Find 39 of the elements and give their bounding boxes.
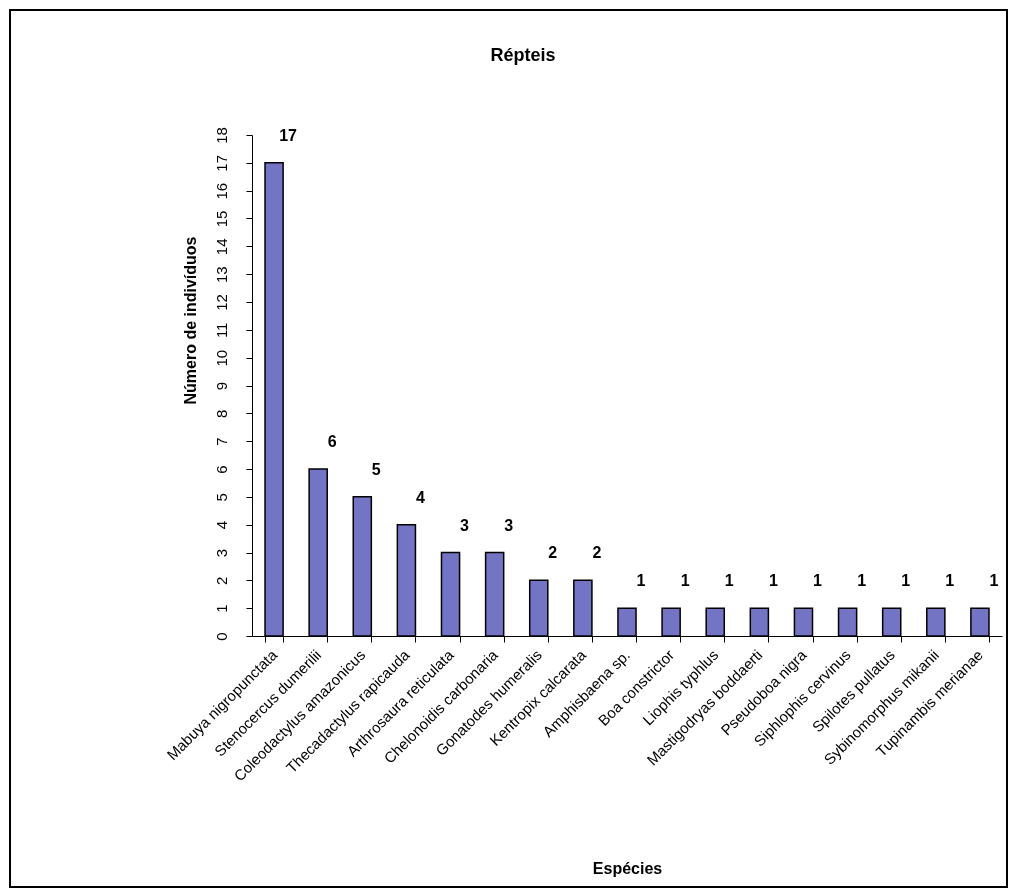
y-tick-label: 0 [212,632,230,641]
data-label: 1 [636,572,646,590]
y-tick-label: 8 [212,409,230,419]
y-tick-label: 2 [212,576,230,586]
data-label: 1 [813,572,823,590]
y-tick-label: 5 [212,493,230,502]
y-tick-label: 10 [212,349,230,367]
y-tick-label: 6 [212,465,230,474]
y-tick-label: 16 [212,182,230,200]
data-label: 4 [415,488,425,506]
y-tick-label: 17 [212,154,230,172]
y-tick-label: 11 [212,322,230,339]
data-label: 2 [548,544,558,562]
data-label: 1 [768,572,778,590]
data-label: 1 [724,572,734,590]
chart-title: Répteis [490,44,556,65]
data-label: 1 [857,572,867,590]
data-label: 3 [504,516,514,534]
data-label: 1 [901,572,911,590]
y-tick-label: 13 [212,266,230,284]
y-tick-label: 7 [212,437,230,446]
y-tick-label: 3 [212,548,230,558]
data-label: 1 [680,572,690,590]
y-tick-label: 4 [212,520,230,530]
data-label: 2 [592,544,602,562]
data-label: 6 [327,433,337,450]
data-label: 5 [371,460,381,478]
x-axis-title: Espécies [592,859,663,877]
data-label: 1 [945,572,955,590]
data-label: 1 [989,572,999,590]
data-label: 17 [279,126,298,144]
data-label: 3 [460,516,470,534]
y-tick-label: 14 [212,238,230,256]
y-tick-label: 1 [212,604,230,613]
y-tick-label: 15 [212,210,230,228]
y-tick-label: 12 [212,294,230,311]
y-tick-label: 9 [212,381,230,391]
y-tick-label: 18 [212,127,230,144]
y-axis-title: Número de indivíduos [181,236,199,405]
